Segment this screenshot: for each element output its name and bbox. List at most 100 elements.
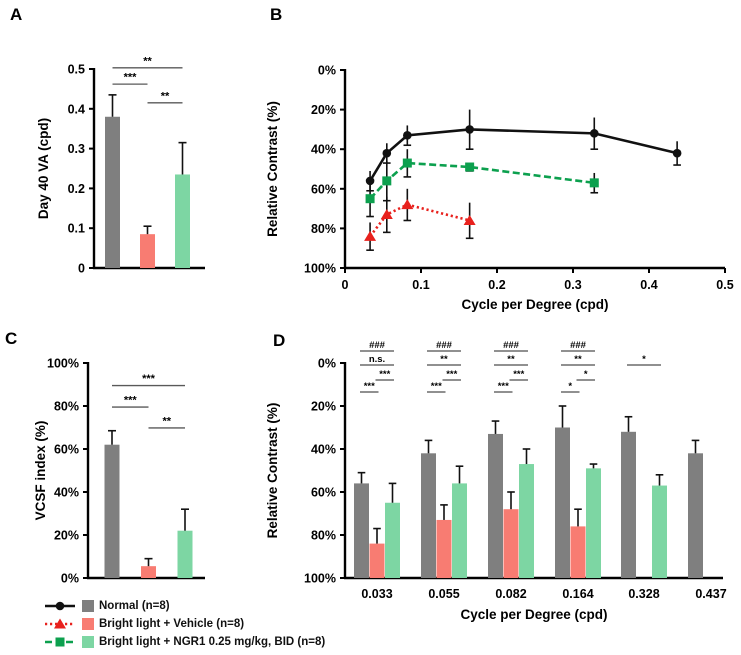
svg-text:0.3: 0.3 [564,278,581,292]
y-tick-labels: 0% 20% 40% 60% 80% 100% [47,357,79,586]
legend-item-normal: Normal (n=8) [44,597,325,615]
error-bars [108,94,187,235]
bars [105,116,190,268]
bar [369,543,385,578]
bar [555,427,570,578]
bar [140,234,155,268]
y-axis-title: Relative Contrast (%) [265,403,280,539]
bar [452,483,467,578]
svg-text:0.2: 0.2 [488,278,505,292]
svg-text:**: ** [161,90,170,102]
svg-text:Relative Contrast (%): Relative Contrast (%) [265,403,280,539]
svg-text:0%: 0% [318,357,336,371]
legend: Normal (n=8) Bright light + Vehicle (n=8… [44,597,325,651]
bar [570,526,586,578]
bar [436,519,452,578]
legend-bar-swatch-green [82,636,94,648]
bar [519,464,534,578]
y-tick-labels: 0% 20% 40% 60% 80% 100% [304,357,336,586]
panel-d: D 0% 20% 40% 60% 80% 100% Relative Contrast (%… [260,320,741,655]
bar [652,485,667,578]
bar [586,468,601,578]
panel-letter-a: A [10,5,23,24]
bars [354,427,703,578]
panel-letter-b: B [270,5,283,24]
bar [488,433,503,578]
legend-label: Normal (n=8) [99,600,170,612]
error-bars [108,429,189,567]
y-tick-labels: 0% 20% 40% 60% 80% 100% [304,64,336,276]
svg-text:*: * [642,354,646,365]
svg-text:0.2: 0.2 [68,182,85,196]
svg-text:20%: 20% [311,103,336,117]
svg-text:***: *** [446,369,457,380]
legend-bar-swatch-red [82,618,94,630]
legend-line-square-icon [45,637,75,647]
svg-text:100%: 100% [304,262,336,276]
svg-text:Cycle per Degree (cpd): Cycle per Degree (cpd) [460,607,607,622]
svg-text:*: * [584,369,588,380]
panel-c: C 0% 20% 40% 60% 80% 100% VCSF index (%) *** ***… [0,320,260,593]
svg-text:***: *** [513,369,524,380]
svg-text:0.1: 0.1 [68,222,85,236]
x-axis-title: Cycle per Degree (cpd) [460,607,607,622]
legend-line-circle-icon [45,601,75,611]
svg-text:0.328: 0.328 [628,587,659,601]
svg-text:100%: 100% [47,357,79,371]
svg-text:0%: 0% [318,64,336,78]
panel-letter-d: D [273,331,286,350]
panel-letter-c: C [5,329,18,348]
x-axis-ticks: 0 0.1 0.2 0.3 0.4 0.5 [342,268,734,292]
series-circle [365,109,682,192]
y-axis [89,68,96,269]
y-axis [340,69,347,269]
svg-text:###: ### [369,340,386,351]
chart-vcsf-index: 0%20%40%60%80%100%VCSF index (%) ******** [33,357,205,586]
x-category-labels: 0.033 0.055 0.082 0.164 0.328 0.437 [361,587,726,601]
svg-text:0.5: 0.5 [716,278,733,292]
svg-text:**: ** [143,55,152,67]
bar [177,530,193,578]
legend-item-vehicle: Bright light + Vehicle (n=8) [44,615,325,633]
svg-text:0.3: 0.3 [68,142,85,156]
y-axis-title: Day 40 VA (cpd) [36,118,51,219]
bar [621,431,636,578]
svg-text:***: *** [124,395,138,407]
y-axis [83,362,90,579]
svg-text:0.082: 0.082 [495,587,526,601]
svg-text:Day 40 VA (cpd): Day 40 VA (cpd) [36,118,51,219]
bar [105,116,120,268]
svg-text:**: ** [574,354,582,365]
svg-text:***: *** [431,381,442,392]
bar [141,566,156,578]
legend-line-triangle-icon [45,618,75,629]
chart-contrast-grouped-bars: 0% 20% 40% 60% 80% 100% Relative Contrast (%) 0… [265,340,727,622]
series-triangle [364,188,476,251]
bar [354,483,369,578]
svg-text:***: *** [124,72,138,84]
svg-text:VCSF index (%): VCSF index (%) [33,421,48,521]
svg-text:###: ### [570,340,587,351]
bar [104,444,120,578]
svg-text:60%: 60% [311,182,336,196]
svg-text:###: ### [436,340,453,351]
svg-text:*: * [568,381,572,392]
svg-text:***: *** [379,369,390,380]
svg-text:80%: 80% [311,529,336,543]
svg-text:0.4: 0.4 [68,102,85,116]
svg-text:40%: 40% [311,443,336,457]
significance-brackets: ###n.s.******###********###********###**… [360,340,661,393]
svg-text:0.033: 0.033 [361,587,392,601]
svg-text:###: ### [503,340,520,351]
svg-text:40%: 40% [54,486,79,500]
bar [688,453,703,578]
svg-text:**: ** [440,354,448,365]
y-axis [340,362,347,579]
svg-text:0.055: 0.055 [428,587,459,601]
svg-text:60%: 60% [311,486,336,500]
panel-b: B 0% 20% 40% 60% 80% 100% Relative Contrast (%… [260,0,741,320]
svg-text:40%: 40% [311,143,336,157]
x-axis-title: Cycle per Degree (cpd) [461,297,608,312]
significance-brackets: ******** [112,373,185,429]
